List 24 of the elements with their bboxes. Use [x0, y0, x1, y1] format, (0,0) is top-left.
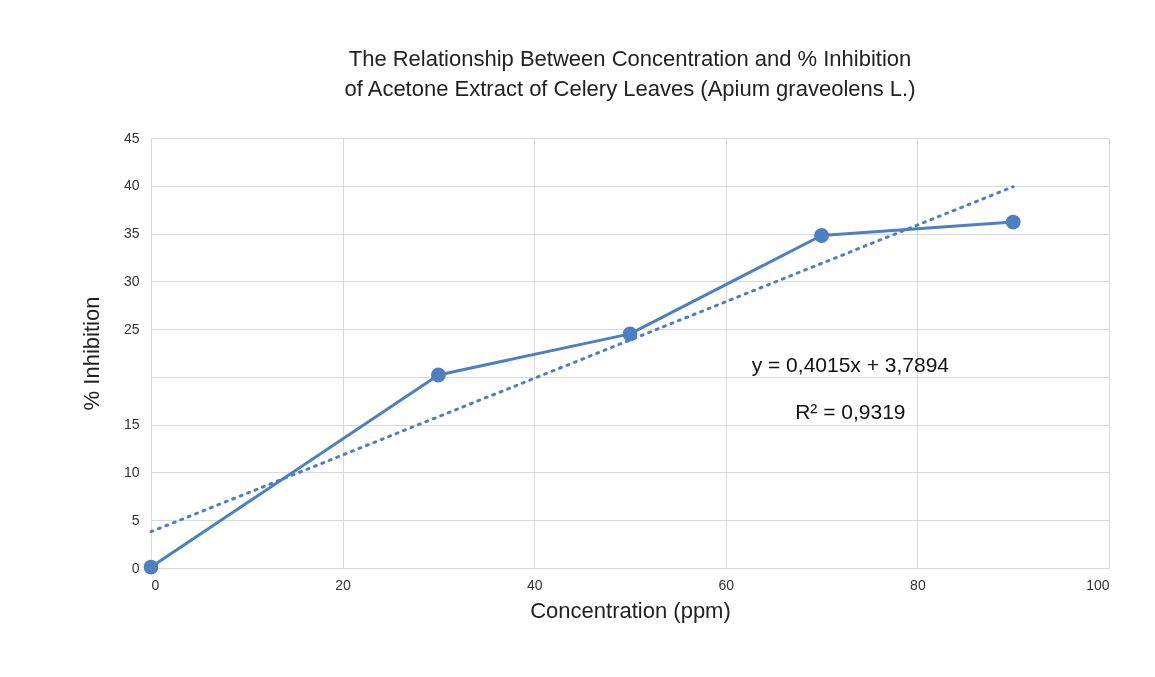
- x-tick-label: 60: [718, 576, 735, 593]
- y-tick-label: 0: [131, 559, 140, 576]
- y-tick-label: 5: [131, 511, 140, 528]
- point: [814, 228, 830, 243]
- x-axis-title: Concentration (ppm): [530, 597, 731, 623]
- x-tick-label: 40: [526, 576, 543, 593]
- x-tick-label: 80: [910, 576, 926, 593]
- y-tick-label: 15: [123, 416, 140, 433]
- chart-title: The Relationship Between Concentration and % Inhibition of Acetone Extract of Celery Leaves (Apium graveolens L.): [344, 46, 916, 101]
- point: [143, 559, 159, 575]
- y-tick-label: 30: [123, 272, 140, 289]
- y-tick-label: 25: [123, 320, 140, 337]
- y-tick-label: 35: [123, 225, 140, 242]
- annotation: y = 0,4015x + 3,7894: [751, 352, 950, 376]
- x-tick-label: 100: [1086, 576, 1110, 593]
- point: [430, 367, 446, 383]
- y-tick-label: 45: [123, 129, 140, 146]
- y-tick-label: 10: [123, 463, 140, 480]
- x-tick-label: 20: [335, 576, 352, 593]
- point: [1005, 214, 1021, 230]
- y-tick-label: 40: [123, 177, 140, 194]
- x-tick-label: 0: [151, 576, 160, 593]
- y-axis-title: % Inhibition: [78, 296, 104, 411]
- annotation: R² = 0,9319: [795, 400, 906, 424]
